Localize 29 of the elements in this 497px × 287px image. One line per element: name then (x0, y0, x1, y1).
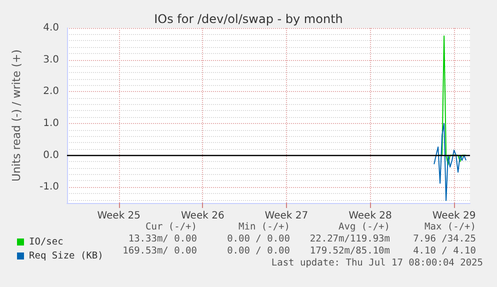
y-tick-label: -1.0 (39, 182, 59, 193)
text: 0.00 / 0.00 (227, 234, 290, 244)
text: Last update: Thu Jul 17 08:00:04 2025 (271, 258, 483, 268)
x-tick-label: Week 28 (348, 210, 392, 222)
x-tick-label: Week 27 (264, 210, 308, 222)
legend-label: Req Size (KB) (29, 250, 104, 262)
text: Min (-/+) (238, 222, 290, 232)
text: 22.27m/119.93m (310, 234, 390, 244)
x-tick-label: Week 26 (181, 210, 224, 222)
text: 7.96 /34.25 (413, 234, 476, 244)
x-tick-label: Week 29 (432, 210, 476, 222)
text: 4.10 / 4.10 (413, 246, 476, 256)
line-series (434, 122, 467, 201)
y-tick-label: 0.0 (43, 150, 59, 161)
legend-label: IO/sec (29, 236, 64, 248)
y-tick-label: 4.0 (43, 22, 59, 34)
text: 169.53m/ 0.00 (122, 246, 198, 256)
text: Cur (-/+) (146, 222, 197, 232)
y-tick-label: 1.0 (43, 118, 59, 129)
x-tick-label: Week 25 (97, 210, 141, 222)
y-axis-title: Units read (-) / write (+) (10, 49, 23, 182)
text: Max (-/+) (424, 222, 476, 232)
y-tick-label: 3.0 (43, 54, 59, 66)
text: 13.33m/ 0.00 (128, 234, 198, 244)
text: Avg (-/+) (338, 222, 390, 232)
y-tick-label: 2.0 (43, 86, 59, 98)
chart-title: IOs for /dev/ol/swap - by month (154, 12, 343, 26)
text: 0.00 / 0.00 (227, 246, 290, 256)
text: 179.52m/85.10m (310, 246, 390, 256)
